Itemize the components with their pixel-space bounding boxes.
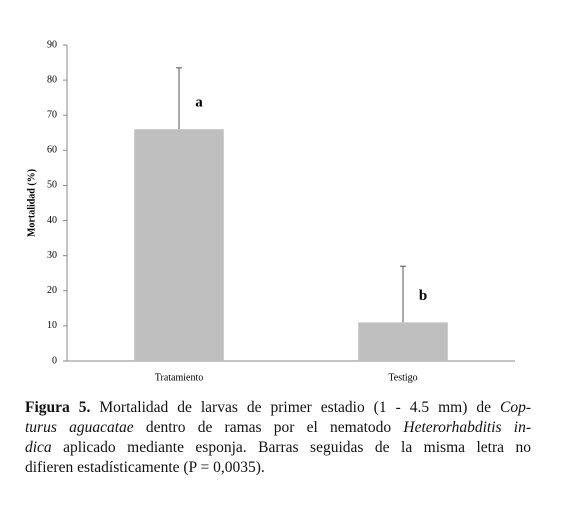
caption-run: aplicado mediante esponja. Barras seguid…	[51, 439, 531, 456]
caption-run: Heterorhabditis in-	[403, 419, 531, 436]
caption-run: dica	[25, 439, 52, 456]
y-tick-label: 20	[47, 285, 57, 296]
significance-letter: b	[419, 288, 427, 304]
y-tick-label: 50	[47, 180, 57, 191]
caption-run: Cop-	[500, 399, 531, 416]
caption-run: dentro de ramas por el nematodo	[133, 419, 404, 436]
y-tick-label: 40	[47, 215, 57, 226]
caption-run: turus aguacatae	[25, 419, 134, 436]
figure-caption: Figura 5. Mortalidad de larvas de primer…	[25, 398, 531, 478]
x-tick-label: Tratamiento	[155, 372, 204, 383]
caption-line: Figura 5. Mortalidad de larvas de primer…	[25, 398, 531, 418]
caption-run: Mortalidad de larvas de primer estadio (…	[90, 399, 500, 416]
caption-line: difieren estadísticamente (P = 0,0035).	[25, 458, 531, 478]
caption-run: difieren estadísticamente (P = 0,0035).	[25, 459, 265, 476]
y-tick-label: 80	[47, 74, 57, 85]
y-tick-label: 60	[47, 145, 57, 156]
caption-line: turus aguacatae dentro de ramas por el n…	[25, 418, 531, 438]
y-tick-label: 0	[52, 355, 57, 366]
y-tick-label: 30	[47, 250, 57, 261]
y-tick-label: 70	[47, 110, 57, 121]
caption-run: Figura 5.	[25, 399, 91, 416]
y-axis-label: Mortalidad (%)	[26, 169, 37, 237]
bar	[358, 322, 448, 361]
y-tick-label: 90	[47, 39, 57, 50]
significance-letter: a	[195, 95, 203, 111]
x-tick-label: Testigo	[388, 372, 417, 383]
bar	[134, 129, 224, 361]
caption-line: dica aplicado mediante esponja. Barras s…	[25, 438, 531, 458]
chart: Mortalidad (%) 0 10 20 30 40 50 60 70 80 90 Tratam…	[26, 39, 515, 383]
y-tick-label: 10	[47, 320, 57, 331]
